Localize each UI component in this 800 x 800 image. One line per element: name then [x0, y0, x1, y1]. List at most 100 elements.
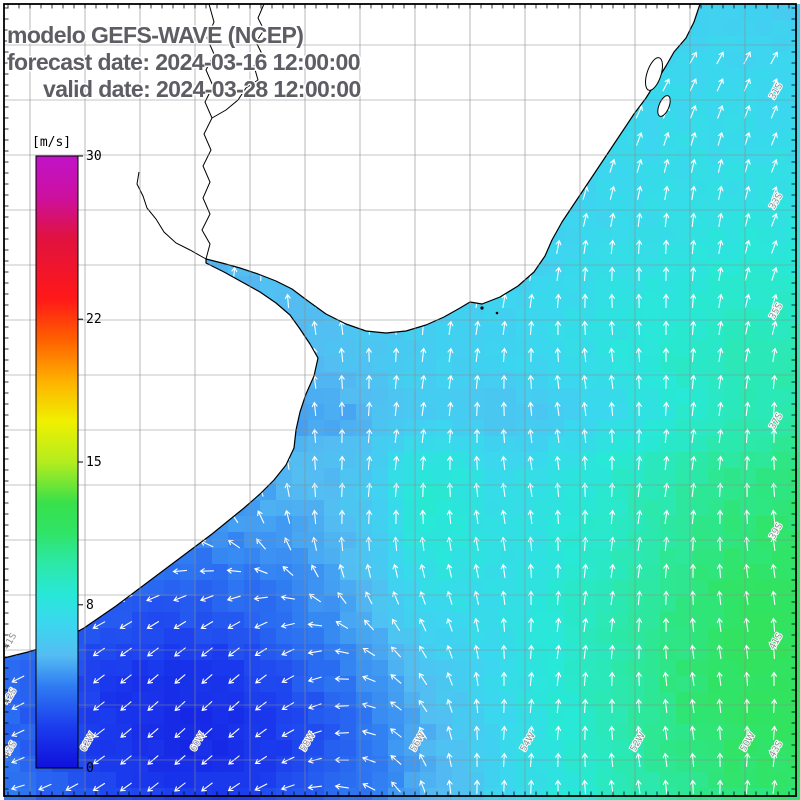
- wind-arrow: [744, 455, 751, 471]
- wind-arrow: [92, 621, 106, 629]
- wind-arrow: [254, 728, 267, 738]
- wind-arrow: [555, 644, 562, 660]
- wind-arrow: [609, 671, 616, 687]
- wind-arrow: [554, 374, 561, 390]
- wind-arrow: [228, 701, 240, 711]
- wind-arrow: [473, 644, 480, 659]
- wind-arrow: [446, 563, 453, 578]
- wind-arrow: [366, 374, 373, 390]
- wind-arrow: [308, 593, 321, 603]
- wind-arrow: [744, 725, 750, 741]
- wind-arrow: [582, 644, 589, 660]
- wind-arrow: [362, 647, 376, 657]
- wind-arrow: [663, 563, 670, 579]
- wind-arrow: [120, 674, 132, 684]
- wind-arrow: [284, 509, 291, 524]
- wind-arrow: [717, 779, 724, 795]
- wind-arrow: [474, 401, 481, 417]
- wind-arrow: [608, 347, 615, 363]
- wind-arrow: [281, 702, 295, 710]
- wind-arrow: [311, 564, 319, 578]
- wind-arrow: [500, 644, 507, 660]
- river-uruguay: [201, 3, 215, 260]
- wind-arrow: [501, 293, 508, 308]
- wind-arrow: [447, 401, 454, 417]
- wind-arrow: [474, 428, 480, 444]
- wind-arrow: [528, 347, 534, 363]
- wind-arrow: [473, 698, 480, 714]
- wind-arrow: [366, 428, 373, 444]
- wind-arrow: [474, 347, 481, 362]
- wind-arrow: [582, 266, 589, 282]
- wind-arrow: [280, 594, 295, 601]
- wind-arrow: [555, 293, 562, 309]
- wind-arrow: [690, 158, 697, 173]
- wind-arrow: [93, 701, 105, 711]
- map-border: [3, 3, 797, 797]
- wind-arrow: [92, 782, 106, 792]
- wind-arrow: [663, 158, 670, 173]
- wind-arrow: [555, 590, 562, 606]
- wind-arrow: [717, 239, 724, 254]
- wind-arrow: [339, 455, 346, 471]
- wind-arrow: [609, 698, 615, 714]
- wind-arrow: [311, 428, 318, 444]
- wind-arrow: [201, 674, 213, 684]
- wind-arrow: [11, 729, 25, 737]
- wind-arrow: [690, 455, 697, 470]
- wind-arrow: [690, 293, 697, 309]
- wind-arrow: [447, 347, 454, 362]
- wind-arrow: [771, 266, 778, 281]
- wind-arrow: [92, 647, 105, 657]
- wind-arrow: [716, 590, 723, 606]
- wind-arrow: [11, 675, 25, 683]
- lagoon: [645, 57, 663, 91]
- wind-arrow: [581, 374, 588, 389]
- wind-arrow: [501, 320, 508, 335]
- wind-arrow: [690, 482, 697, 498]
- wind-arrow: [716, 51, 724, 65]
- wind-arrow: [119, 647, 132, 657]
- wind-arrow: [446, 698, 453, 713]
- wind-arrow: [555, 725, 562, 741]
- coastline: [3, 3, 701, 659]
- wind-arrow: [581, 401, 588, 416]
- wind-arrow: [609, 239, 616, 255]
- wind-arrow: [338, 563, 345, 578]
- wind-arrow: [147, 674, 159, 684]
- wind-arrow: [200, 782, 213, 792]
- wind-arrow: [582, 239, 589, 254]
- wind-arrow: [689, 78, 697, 92]
- wind-arrow: [366, 482, 373, 498]
- wind-arrow: [447, 320, 454, 335]
- wind-arrow: [609, 617, 616, 633]
- wind-arrow: [555, 671, 562, 687]
- wind-arrow: [689, 725, 696, 741]
- wind-arrow: [500, 401, 507, 417]
- wind-arrow: [662, 617, 669, 633]
- wind-arrow: [636, 131, 643, 146]
- wind-arrow: [744, 212, 751, 227]
- rivers: [136, 3, 265, 260]
- wind-arrow: [393, 374, 400, 390]
- wind-arrow: [609, 212, 616, 227]
- wind-arrow: [420, 401, 427, 416]
- wind-arrow: [528, 644, 535, 660]
- wind-arrow: [555, 698, 562, 714]
- colorbar-tick-label: 0: [86, 761, 94, 776]
- wind-arrow: [500, 509, 507, 524]
- wind-arrow: [609, 158, 616, 173]
- wind-arrow: [528, 617, 535, 633]
- wind-arrow: [173, 595, 187, 602]
- wind-arrow: [771, 698, 778, 714]
- wind-arrow: [663, 401, 670, 417]
- wind-arrow: [744, 374, 751, 389]
- wind-arrow: [716, 644, 723, 659]
- wind-arrow: [334, 730, 350, 737]
- wind-arrow: [663, 239, 670, 255]
- wind-arrow: [555, 266, 562, 281]
- wind-arrow: [528, 671, 535, 687]
- wind-arrow: [636, 185, 643, 200]
- wind-arrow: [582, 293, 588, 309]
